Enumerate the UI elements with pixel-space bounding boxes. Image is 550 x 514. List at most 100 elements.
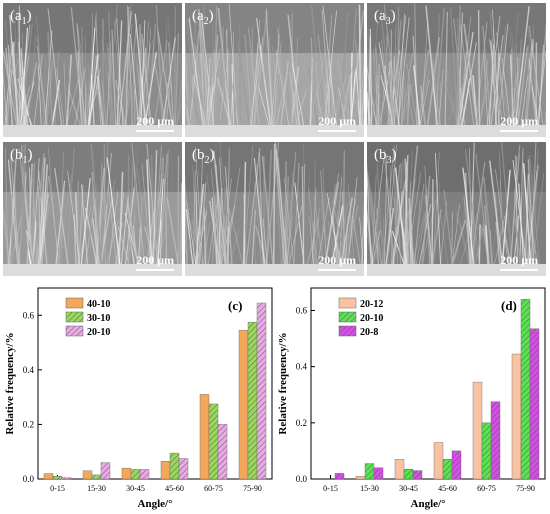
x-axis-label: Angle/°	[411, 498, 446, 510]
sem-panel-b2: (b2) 200 μm	[185, 142, 364, 276]
legend-label: 20-12	[360, 299, 383, 310]
x-tick-label: 60-75	[204, 484, 223, 493]
bar-20-12	[355, 475, 366, 480]
x-tick-label: 30-45	[126, 484, 145, 493]
legend-label: 30-10	[87, 313, 110, 324]
scale-bar-label: 200 μm	[500, 114, 538, 132]
bar-20-8	[529, 328, 540, 480]
bar-40-10	[238, 330, 249, 480]
bar-20-12	[511, 353, 522, 480]
bar-20-8	[373, 467, 384, 480]
x-tick-label: 60-75	[477, 484, 496, 493]
sem-panel-label: (a2)	[192, 8, 214, 27]
bar-20-10	[520, 299, 531, 480]
sem-micrograph	[185, 3, 364, 137]
bar-30-10	[208, 403, 219, 480]
sem-micrograph	[367, 142, 546, 276]
x-tick-label: 30-45	[399, 484, 418, 493]
scale-bar-label: 200 μm	[500, 253, 538, 271]
bar-20-10	[481, 422, 492, 480]
bar-40-10	[160, 461, 171, 480]
legend-swatch	[338, 311, 357, 323]
sem-micrograph	[185, 142, 364, 276]
bar-40-10	[43, 473, 54, 480]
sem-panel-label: (b2)	[192, 147, 215, 166]
sem-panel-label: (b3)	[374, 147, 397, 166]
bar-20-10	[256, 302, 267, 480]
scale-bar-label: 200 μm	[136, 114, 174, 132]
bar-20-10	[100, 462, 111, 480]
bar-20-12	[394, 459, 405, 480]
legend-label: 20-10	[360, 313, 383, 324]
sem-panel-a3: (a3) 200 μm	[367, 3, 546, 137]
bar-20-10	[178, 458, 189, 480]
legend-swatch	[65, 311, 84, 323]
sem-panel-label: (a3)	[374, 8, 396, 27]
bar-30-10	[169, 452, 180, 480]
y-tick-label: 0.4	[23, 365, 35, 375]
scale-bar-label: 200 μm	[318, 253, 356, 271]
panel-label: (c)	[228, 298, 242, 313]
y-tick-label: 0.0	[23, 474, 35, 484]
histogram-charts: 0.0 0.2 0.4 0.6 0-15 15-30 30-45 45-60 60-75 75-9…	[4, 287, 546, 510]
bar-40-10	[121, 467, 132, 480]
bar-20-10	[61, 477, 72, 480]
sem-micrograph	[3, 142, 182, 276]
bar-20-10	[139, 469, 150, 480]
sem-micrograph	[3, 3, 182, 137]
legend-label: 20-10	[87, 327, 110, 338]
x-tick-label: 0-15	[50, 484, 65, 493]
bar-20-8	[451, 450, 462, 480]
bar-20-10	[364, 463, 375, 480]
sem-panel-a1: (a1) 200 μm	[3, 3, 182, 137]
bar-20-10	[217, 424, 228, 480]
bar-30-10	[130, 469, 141, 480]
panel-label: (d)	[501, 298, 517, 313]
y-tick-label: 0.6	[23, 310, 35, 320]
sem-panel-b1: (b1) 200 μm	[3, 142, 182, 276]
legend-swatch	[65, 297, 84, 309]
x-tick-label: 15-30	[87, 484, 106, 493]
sem-panel-label: (a1)	[10, 8, 32, 27]
sem-panel-a2: (a2) 200 μm	[185, 3, 364, 137]
bar-30-10	[52, 476, 63, 480]
bar-40-10	[199, 394, 210, 480]
legend-swatch	[338, 325, 357, 337]
x-tick-label: 75-90	[243, 484, 262, 493]
legend-swatch	[65, 325, 84, 337]
bar-30-10	[247, 321, 258, 480]
legend-label: 40-10	[87, 299, 110, 310]
y-tick-label: 0.6	[296, 305, 308, 315]
sem-panel-b3: (b3) 200 μm	[367, 142, 546, 276]
y-tick-label: 0.0	[296, 474, 308, 484]
x-axis-label: Angle/°	[138, 498, 173, 510]
bar-20-10	[403, 468, 414, 480]
bar-30-10	[91, 474, 102, 480]
y-tick-label: 0.2	[23, 419, 34, 429]
plot-frame	[310, 287, 546, 480]
bar-20-12	[433, 442, 444, 480]
legend-swatch	[338, 297, 357, 309]
x-tick-label: 45-60	[438, 484, 457, 493]
legend-label: 20-8	[360, 327, 378, 338]
bar-20-8	[334, 473, 345, 480]
scale-bar-label: 200 μm	[136, 253, 174, 271]
bar-40-10	[82, 470, 93, 480]
y-axis-label: Relative frequency/%	[277, 332, 289, 434]
x-tick-label: 0-15	[323, 484, 338, 493]
scale-bar-label: 200 μm	[318, 114, 356, 132]
y-axis-label: Relative frequency/%	[4, 332, 16, 434]
bar-20-8	[412, 470, 423, 480]
sem-micrograph	[367, 3, 546, 137]
x-tick-label: 75-90	[516, 484, 535, 493]
x-tick-label: 45-60	[165, 484, 184, 493]
bar-20-12	[472, 381, 483, 480]
bar-20-10	[442, 459, 453, 480]
x-tick-label: 15-30	[360, 484, 379, 493]
sem-image-grid: (a1) 200 μm (a2) 200 μm (a3) 200 μm (b1) 200 μm…	[3, 3, 546, 276]
bar-20-8	[490, 401, 501, 480]
sem-panel-label: (b1)	[10, 147, 33, 166]
y-tick-label: 0.2	[296, 418, 307, 428]
y-tick-label: 0.4	[296, 362, 308, 372]
plot-frame	[37, 287, 273, 480]
